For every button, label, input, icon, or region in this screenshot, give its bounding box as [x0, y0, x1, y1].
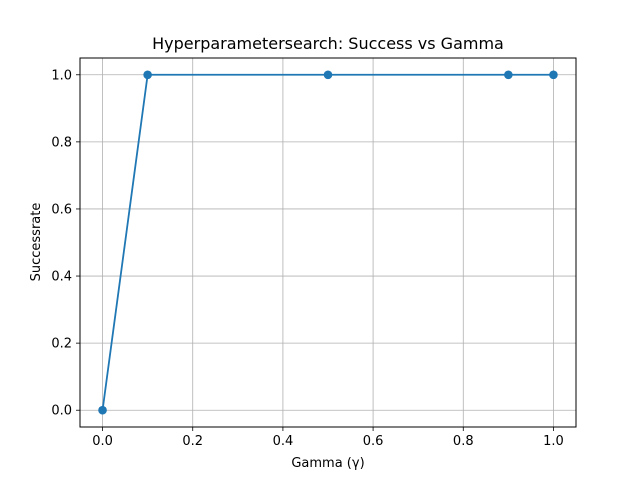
data-point [323, 70, 333, 80]
ticks: 0.0 0.2 0.4 0.6 0.8 1.0 0.0 0.2 0.4 0.6 0.8 1.0 [51, 68, 563, 449]
x-tick-label: 0.8 [453, 434, 474, 449]
y-tick-label: 0.4 [51, 270, 72, 285]
plot-frame [79, 57, 577, 428]
series-layer [98, 70, 558, 415]
y-axis-label: Successrate [29, 203, 44, 282]
y-tick-label: 0.6 [51, 202, 72, 217]
y-tick-label: 1.0 [51, 68, 72, 83]
x-tick-label: 0.0 [92, 434, 113, 449]
x-tick-label: 0.6 [363, 434, 384, 449]
data-point [504, 70, 513, 80]
y-tick-label: 0.8 [51, 135, 72, 150]
x-axis-label: Gamma (γ) [291, 456, 364, 471]
x-tick-label: 0.2 [182, 434, 203, 449]
y-tick-label: 0.2 [51, 337, 72, 352]
data-point [143, 70, 152, 80]
data-point [549, 70, 558, 80]
x-tick-label: 1.0 [543, 434, 564, 449]
x-tick-label: 0.4 [273, 434, 294, 449]
y-tick-label: 0.0 [51, 404, 72, 419]
chart-title: Hyperparametersearch: Success vs Gamma [152, 34, 504, 53]
data-point [98, 405, 107, 415]
